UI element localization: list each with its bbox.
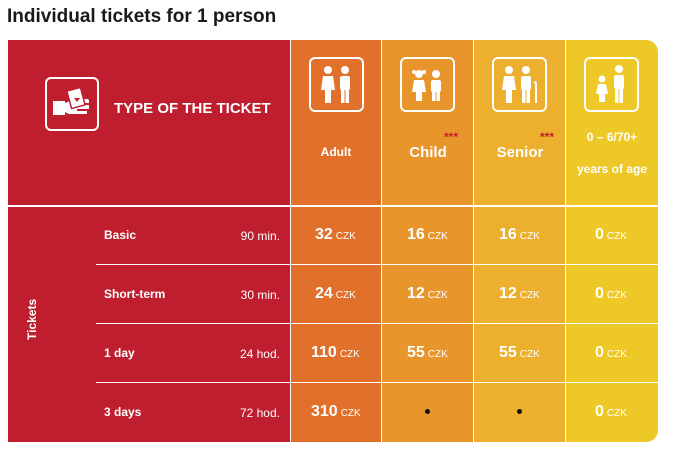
child-footnote-mark: *** [444,130,459,144]
senior-footnote-mark: *** [540,130,555,144]
ticket-hand-icon [45,77,99,131]
not-available-dot [425,409,430,414]
adult-price: 310 CZK [311,403,361,420]
row-name: 3 days [104,405,142,419]
row-divider [96,264,658,265]
senior-price: 12 CZK [499,285,540,302]
row-duration: 72 hod. [239,406,280,420]
tickets-section-label: Tickets [25,298,39,340]
ticket-price-table: TYPE OF THE TICKET Adult Child *** [8,40,658,442]
not-available-dot [517,409,522,414]
divider [473,40,474,442]
adult-column [291,40,382,442]
adult-header: Adult [320,145,352,159]
row-name: 1 day [104,346,135,360]
adult-price: 24 CZK [315,285,356,302]
page-title: Individual tickets for 1 person [7,6,277,27]
senior-header: Senior [496,144,544,161]
age-price: 0 CZK [595,403,627,420]
age-column [566,40,658,442]
senior-price: 16 CZK [499,226,540,243]
row-duration: 24 hod. [239,347,280,361]
row-divider [96,382,658,383]
senior-couple-icon [492,57,547,112]
type-header-label: TYPE OF THE TICKET [114,100,271,117]
adult-couple-icon [309,57,364,112]
senior-column [474,40,566,442]
divider [565,40,566,442]
age-price: 0 CZK [595,344,627,361]
child-price: 55 CZK [407,344,448,361]
adult-price: 32 CZK [315,226,356,243]
age-suffix-header: years of age [576,162,648,176]
row-duration: 90 min. [240,229,280,243]
children-icon [400,57,455,112]
row-divider [96,323,658,324]
adult-price: 110 CZK [311,344,360,361]
child-column [382,40,474,442]
child-price: 12 CZK [407,285,448,302]
senior-price: 55 CZK [499,344,540,361]
divider [381,40,382,442]
divider [290,40,291,442]
age-price: 0 CZK [595,226,627,243]
age-range-header: 0 – 6/70+ [586,130,638,144]
child-price: 16 CZK [407,226,448,243]
age-price: 0 CZK [595,285,627,302]
parent-child-icon [584,57,639,112]
row-duration: 30 min. [240,288,280,302]
child-header: Child [409,144,447,161]
row-name: Basic [104,228,137,242]
header-divider [8,205,658,207]
row-name: Short-term [104,287,166,301]
